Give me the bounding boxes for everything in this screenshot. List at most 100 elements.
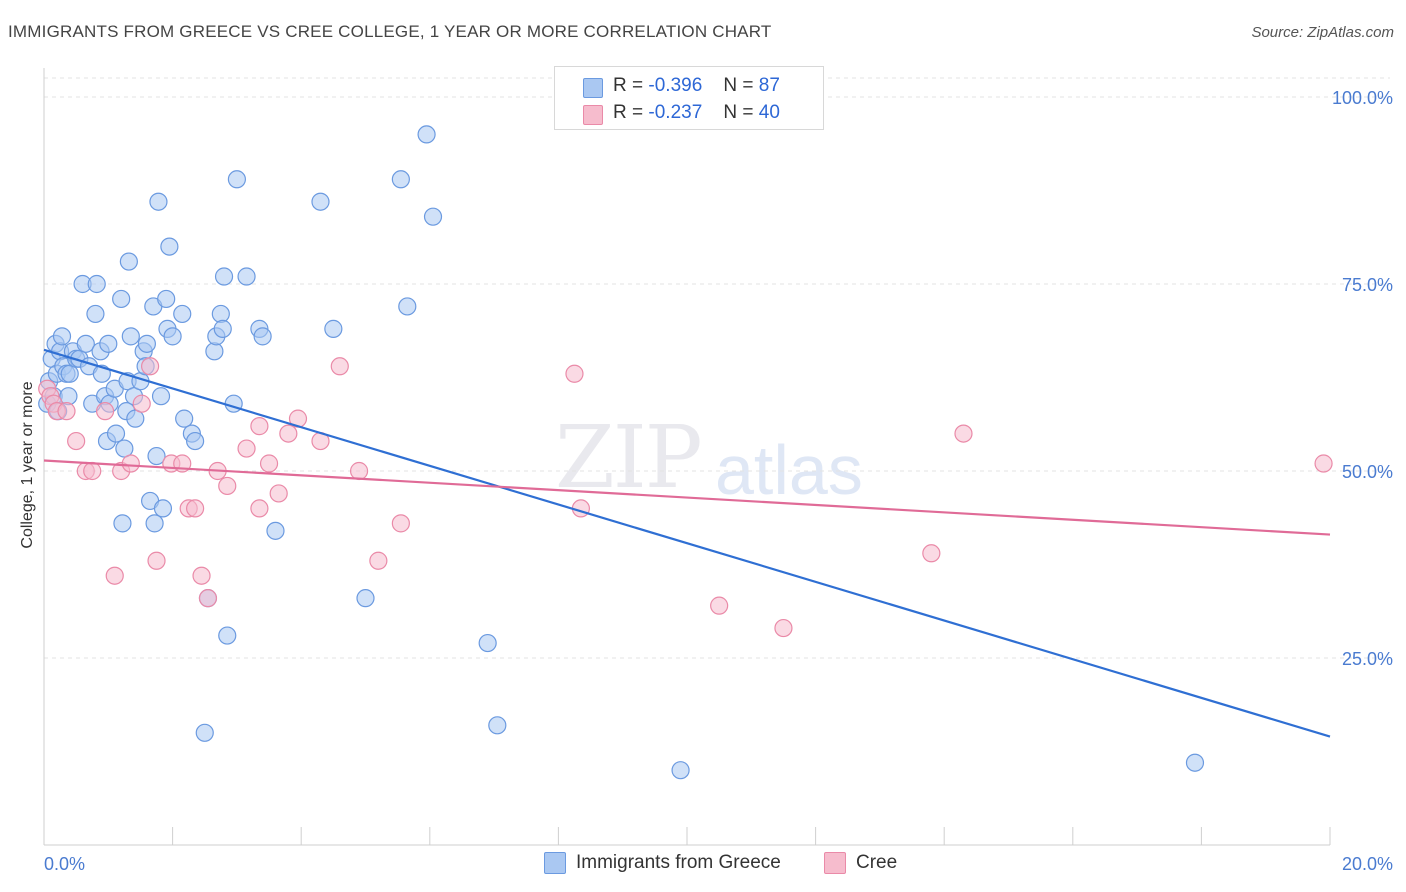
point-greece — [163, 327, 182, 346]
chart-title: IMMIGRANTS FROM GREECE VS CREE COLLEGE, … — [8, 22, 772, 41]
point-greece — [76, 334, 95, 353]
point-greece — [126, 409, 145, 428]
point-greece — [115, 439, 134, 458]
point-greece — [121, 327, 140, 346]
point-greece — [112, 289, 131, 309]
point-cree — [67, 431, 86, 451]
legend-swatch-greece — [544, 852, 566, 874]
point-greece — [60, 364, 79, 383]
point-greece — [113, 514, 132, 533]
point-cree — [774, 618, 793, 638]
trend-line-cree — [43, 459, 1331, 536]
point-greece — [423, 207, 443, 226]
point-cree — [186, 499, 205, 518]
legend-r-value: -0.237 — [648, 102, 703, 123]
legend-label-cree: Cree — [856, 852, 898, 873]
point-greece — [211, 304, 230, 324]
point-greece — [149, 192, 168, 211]
point-greece — [87, 274, 106, 294]
legend-n-label: N = — [723, 102, 754, 123]
point-cree — [132, 394, 151, 413]
legend-n-value: 40 — [758, 102, 780, 123]
trend-line-greece — [43, 348, 1331, 738]
legend-row-greece: R = -0.396 N = 87 — [613, 73, 780, 99]
legend-n-label: N = — [723, 75, 754, 96]
point-cree — [250, 417, 269, 436]
point-cree — [140, 357, 160, 376]
point-greece — [488, 716, 507, 735]
point-cree — [269, 484, 288, 503]
point-greece — [214, 267, 234, 286]
point-greece — [478, 633, 497, 653]
point-cree — [250, 499, 269, 518]
point-greece — [205, 342, 224, 361]
point-greece — [145, 514, 164, 533]
legend-label-greece: Immigrants from Greece — [576, 852, 781, 873]
point-cree — [218, 476, 237, 496]
point-greece — [218, 626, 237, 645]
point-greece — [151, 387, 171, 406]
point-cree — [83, 461, 102, 481]
point-greece — [153, 499, 173, 518]
point-greece — [147, 446, 166, 466]
point-greece — [195, 723, 214, 742]
point-greece — [173, 304, 192, 324]
legend-r-label: R = — [613, 75, 644, 96]
point-greece — [157, 289, 176, 309]
y-tick-label: 25.0% — [1342, 649, 1393, 669]
point-cree — [198, 589, 218, 608]
point-greece — [398, 297, 417, 316]
point-cree — [121, 454, 140, 473]
point-cree — [95, 402, 115, 421]
point-greece — [160, 237, 179, 256]
point-cree — [237, 439, 256, 458]
point-cree — [259, 454, 279, 473]
legend-item-cree[interactable]: Cree — [824, 852, 897, 874]
point-cree — [57, 402, 76, 421]
legend-item-greece[interactable]: Immigrants from Greece — [544, 852, 781, 874]
point-cree — [279, 424, 298, 443]
x-tick-label: 20.0% — [1342, 854, 1393, 874]
point-greece — [324, 319, 343, 338]
point-cree — [105, 566, 124, 585]
point-greece — [99, 334, 118, 353]
point-greece — [266, 521, 285, 540]
point-greece — [86, 304, 105, 324]
point-cree — [922, 544, 941, 563]
point-greece — [1185, 753, 1205, 772]
point-greece — [417, 125, 436, 144]
correlation-legend: R = -0.396 N = 87 R = -0.237 N = 40 — [554, 66, 824, 130]
point-cree — [192, 566, 211, 585]
point-cree — [1314, 454, 1333, 473]
point-greece — [356, 589, 375, 608]
y-tick-label: 50.0% — [1342, 462, 1393, 482]
legend-swatch-greece — [583, 78, 603, 98]
point-cree — [565, 364, 584, 383]
point-cree — [349, 461, 369, 481]
point-greece — [52, 327, 72, 346]
point-greece — [391, 170, 410, 189]
series-legend: Immigrants from Greece Cree — [0, 852, 1406, 876]
legend-r-label: R = — [613, 102, 644, 123]
y-axis-label: College, 1 year or more — [19, 381, 36, 549]
point-greece — [213, 319, 232, 338]
legend-swatch-cree — [824, 852, 846, 874]
point-greece — [237, 267, 256, 286]
point-greece — [137, 334, 156, 353]
point-greece — [253, 327, 272, 346]
point-cree — [330, 357, 349, 376]
point-cree — [391, 514, 410, 533]
point-greece — [227, 170, 246, 189]
point-cree — [369, 551, 388, 570]
point-cree — [147, 551, 166, 570]
y-tick-label: 100.0% — [1332, 88, 1393, 108]
point-greece — [106, 424, 126, 443]
chart-source: Source: ZipAtlas.com — [1251, 24, 1394, 41]
legend-r-value: -0.396 — [648, 75, 703, 96]
point-greece — [311, 192, 330, 211]
point-greece — [186, 431, 205, 451]
legend-row-cree: R = -0.237 N = 40 — [613, 100, 780, 126]
y-tick-label: 75.0% — [1342, 275, 1393, 295]
point-greece — [671, 761, 690, 780]
